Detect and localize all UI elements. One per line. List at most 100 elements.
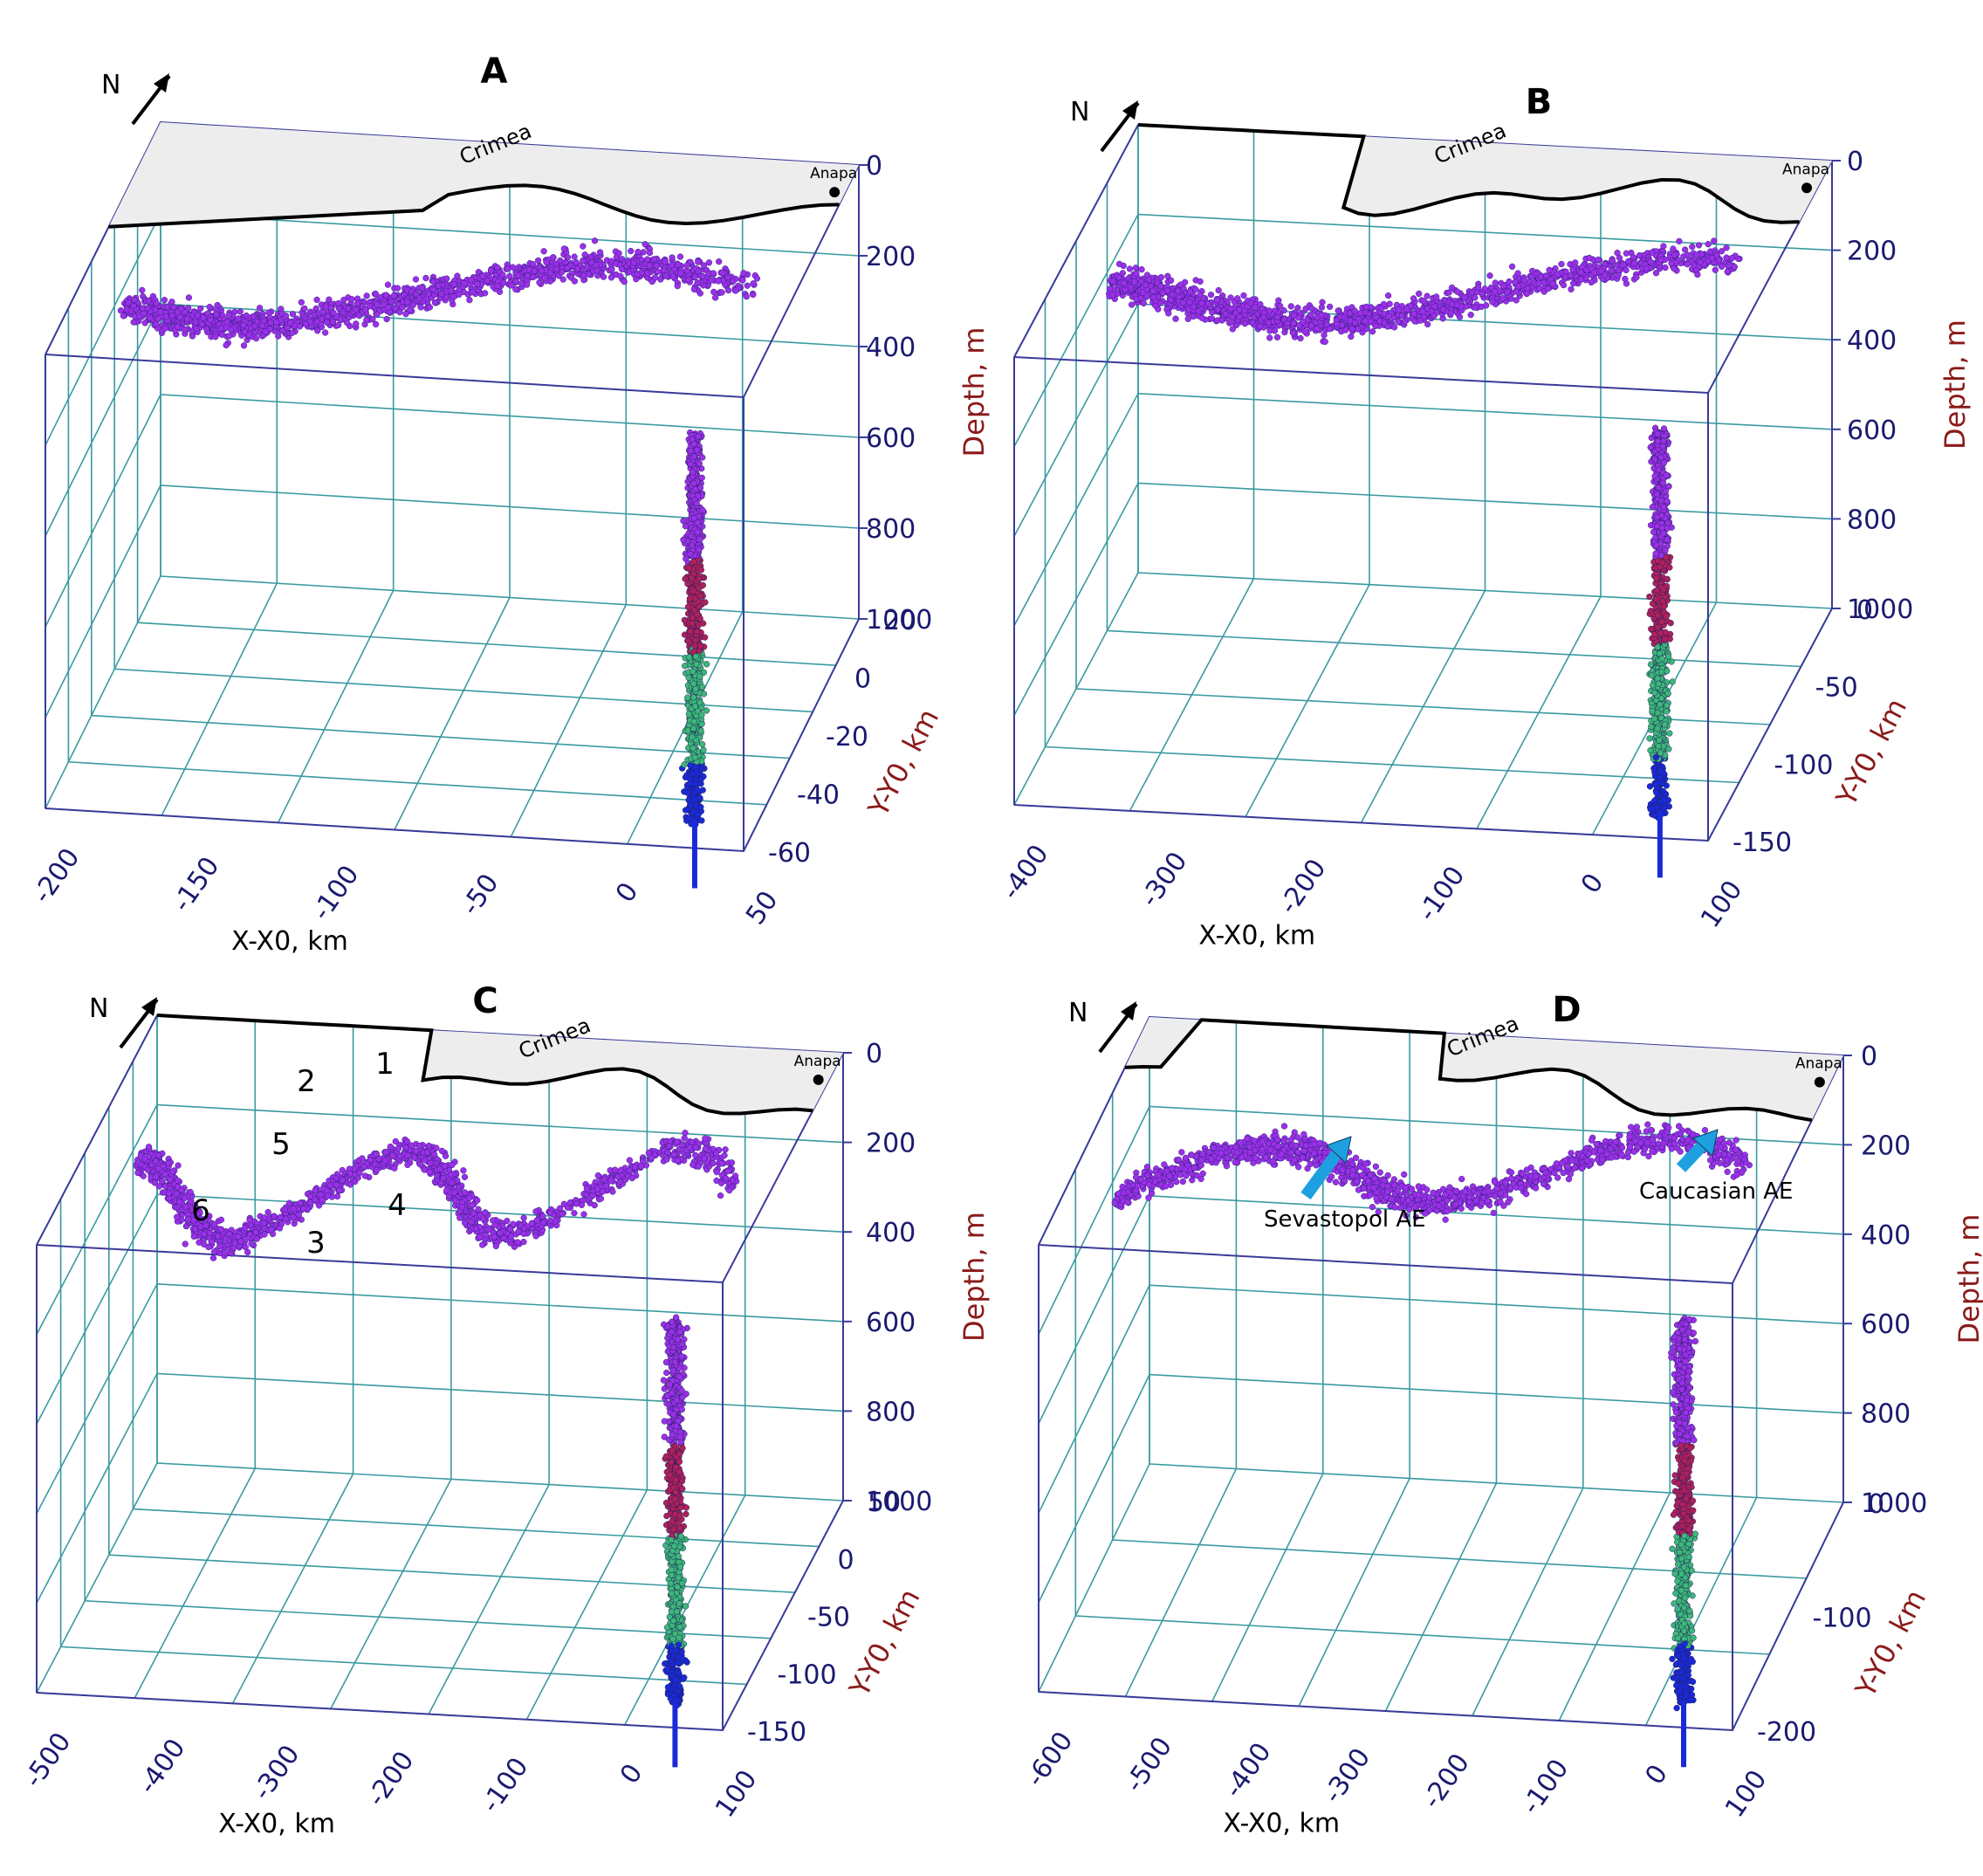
particle bbox=[698, 684, 706, 691]
particle bbox=[1659, 443, 1666, 450]
particle bbox=[265, 309, 272, 316]
particle bbox=[1657, 714, 1664, 721]
grid-lines bbox=[45, 121, 860, 852]
particle bbox=[1514, 283, 1522, 290]
particle bbox=[470, 288, 477, 295]
particle bbox=[1651, 715, 1658, 722]
particle bbox=[676, 253, 684, 260]
particle bbox=[1663, 708, 1671, 715]
particle bbox=[698, 740, 706, 748]
particle bbox=[690, 694, 697, 701]
particle bbox=[1157, 282, 1164, 290]
particle bbox=[1395, 319, 1402, 326]
particle bbox=[1648, 672, 1656, 679]
particle bbox=[1724, 268, 1731, 275]
grid-line bbox=[113, 215, 813, 713]
particle bbox=[518, 280, 525, 287]
particle bbox=[1577, 276, 1585, 283]
particle bbox=[1132, 265, 1140, 271]
y-tick-label: -20 bbox=[826, 722, 868, 752]
particle bbox=[123, 306, 130, 313]
particle bbox=[694, 528, 701, 535]
particle bbox=[699, 506, 706, 514]
particle bbox=[1649, 708, 1656, 715]
particle bbox=[430, 278, 437, 285]
particle bbox=[699, 787, 706, 794]
particle bbox=[1654, 430, 1661, 437]
particle bbox=[1521, 277, 1528, 284]
particle bbox=[680, 517, 687, 525]
particle bbox=[1657, 256, 1664, 264]
particle bbox=[1234, 295, 1241, 302]
particle bbox=[1661, 602, 1668, 610]
particle bbox=[1177, 281, 1184, 288]
land-area bbox=[157, 1015, 843, 1114]
particle bbox=[668, 262, 676, 269]
particle bbox=[1362, 303, 1370, 311]
particle bbox=[1208, 315, 1216, 322]
particle bbox=[1712, 266, 1719, 273]
particle bbox=[695, 622, 703, 629]
particle bbox=[690, 285, 698, 293]
particle bbox=[1543, 272, 1550, 279]
particle bbox=[1595, 256, 1602, 264]
particle bbox=[680, 536, 687, 543]
particle bbox=[1660, 586, 1667, 593]
particle bbox=[394, 285, 401, 292]
particle bbox=[1649, 682, 1657, 689]
particle bbox=[1656, 649, 1664, 657]
particle-scatter bbox=[1106, 237, 1743, 878]
particle bbox=[1658, 618, 1665, 625]
particle bbox=[1653, 491, 1661, 498]
particle bbox=[1598, 267, 1605, 275]
particle bbox=[1145, 276, 1153, 284]
particle bbox=[130, 319, 137, 326]
particle bbox=[1167, 296, 1175, 304]
particle bbox=[1229, 326, 1236, 333]
particle bbox=[615, 250, 622, 257]
depth-tick-label: 200 bbox=[1847, 237, 1897, 267]
particle bbox=[669, 273, 677, 280]
particle bbox=[1622, 275, 1629, 283]
particle bbox=[687, 551, 694, 558]
frame-bottom bbox=[45, 618, 860, 853]
particle bbox=[374, 311, 381, 318]
particle bbox=[313, 296, 320, 304]
grid-line bbox=[91, 261, 790, 759]
particle bbox=[1650, 765, 1657, 772]
particle bbox=[581, 251, 588, 258]
particle bbox=[1715, 257, 1722, 264]
particle bbox=[348, 296, 355, 303]
particle bbox=[1661, 721, 1669, 728]
particle bbox=[525, 266, 532, 273]
particle bbox=[744, 282, 751, 289]
grid-line bbox=[1013, 482, 1833, 716]
particle bbox=[494, 282, 501, 290]
particle bbox=[240, 321, 247, 329]
particle bbox=[646, 262, 653, 269]
grid-line bbox=[59, 1199, 747, 1686]
particle bbox=[390, 292, 397, 299]
particle bbox=[256, 305, 264, 312]
particle bbox=[1648, 625, 1655, 633]
particle bbox=[740, 270, 747, 277]
y-axis-label: Y-Y0, km bbox=[861, 704, 946, 823]
city-label-anapa: Anapa bbox=[1782, 161, 1829, 178]
particle bbox=[689, 542, 696, 549]
particle bbox=[1131, 278, 1138, 285]
grid-line bbox=[277, 136, 395, 823]
particle bbox=[506, 272, 513, 280]
particle bbox=[1657, 749, 1664, 757]
particle bbox=[1386, 300, 1393, 307]
particle bbox=[1647, 746, 1654, 754]
particle bbox=[1376, 318, 1383, 325]
particle bbox=[1266, 334, 1273, 341]
particle bbox=[241, 328, 249, 335]
particle bbox=[227, 326, 235, 333]
particle bbox=[1667, 620, 1674, 627]
depth-tick-label: 0 bbox=[866, 151, 882, 182]
depth-tick-label: 600 bbox=[1847, 416, 1897, 446]
particle bbox=[1633, 273, 1640, 281]
particle bbox=[514, 272, 522, 279]
